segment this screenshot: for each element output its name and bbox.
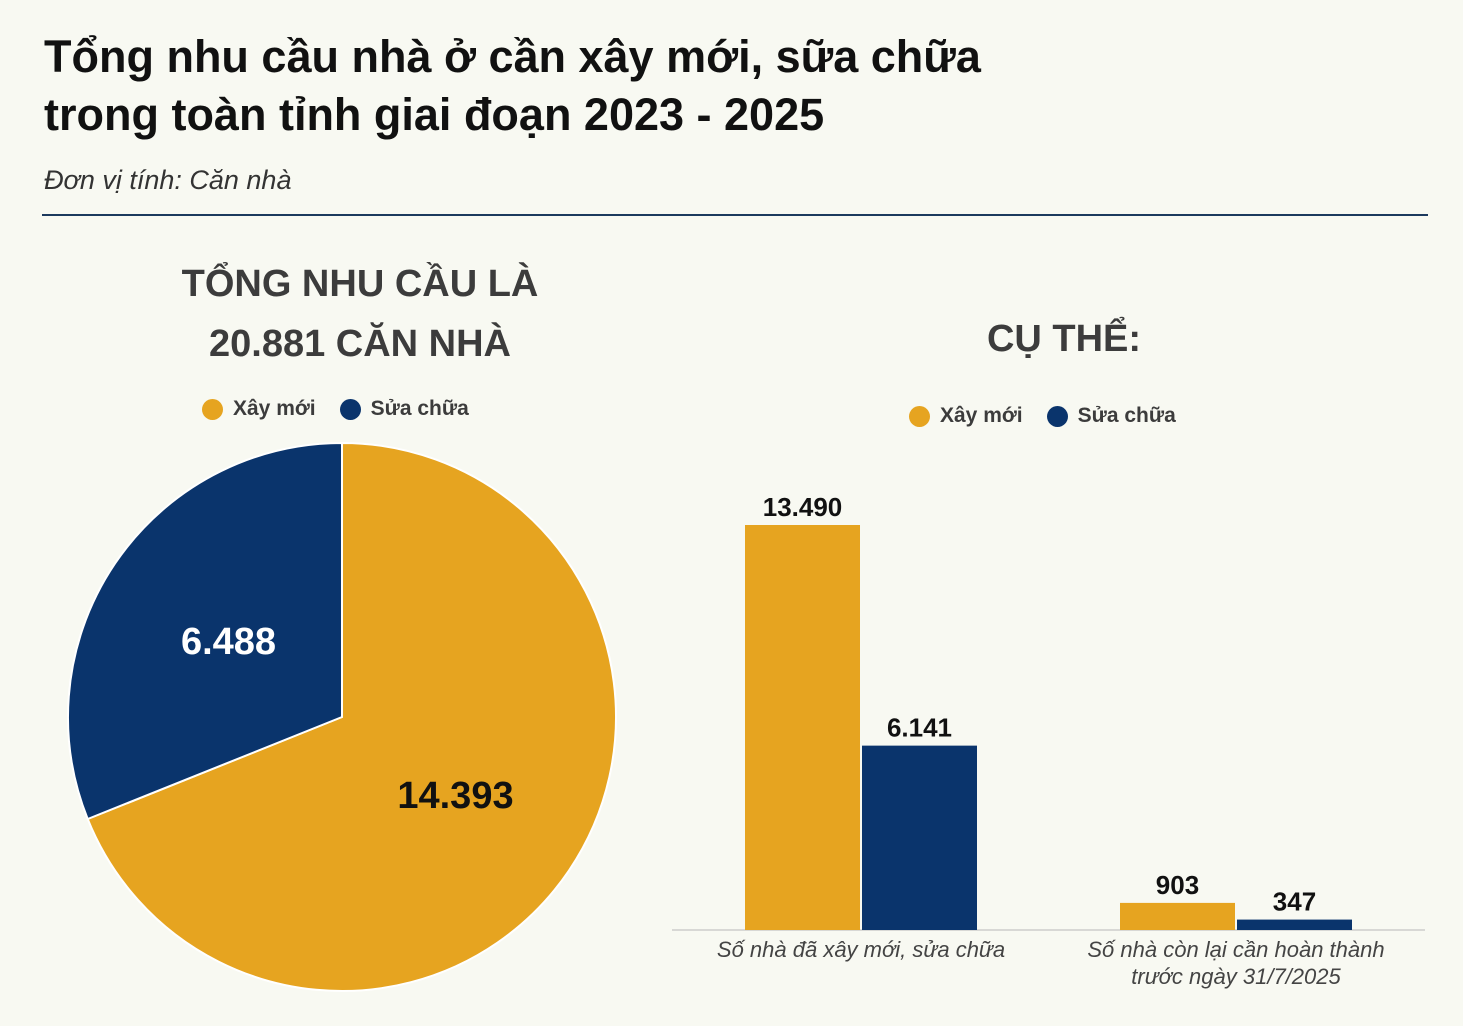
category-label: Số nhà còn lại cần hoàn thành — [1087, 937, 1384, 962]
pie-slice — [67, 441, 343, 821]
bar-value-label: 6.141 — [887, 713, 952, 743]
pie-value-label: 6.488 — [181, 621, 276, 663]
legend-label-xay-moi: Xây mới — [940, 404, 1023, 427]
bar-legend: Xây mới Sửa chữa — [909, 404, 1176, 428]
category-label: Số nhà đã xây mới, sửa chữa — [717, 937, 1005, 962]
pie-legend: Xây mới Sửa chữa — [202, 397, 469, 421]
divider — [42, 214, 1428, 216]
pie-value-label: 14.393 — [397, 775, 513, 817]
bar — [1237, 919, 1352, 930]
legend-swatch-sua-chua — [1046, 405, 1068, 427]
bar — [745, 525, 860, 930]
legend-label-sua-chua: Sửa chữa — [1077, 404, 1176, 427]
category-label: trước ngày 31/7/2025 — [1131, 964, 1341, 989]
bar-value-label: 13.490 — [763, 492, 843, 522]
pie-heading: TỔNG NHU CẦU LÀ 20.881 CĂN NHÀ — [90, 254, 630, 374]
bar-heading: CỤ THỂ: — [986, 318, 1142, 360]
unit-label: Đơn vị tính: Căn nhà — [44, 165, 292, 195]
bar-value-label: 347 — [1273, 887, 1316, 917]
legend-item-xay-moi: Xây mới — [202, 397, 316, 421]
bar — [1120, 902, 1235, 930]
legend-item-xay-moi: Xây mới — [909, 404, 1023, 428]
bar — [862, 745, 977, 930]
bar-value-label: 903 — [1156, 870, 1199, 900]
title-line-2: trong toàn tỉnh giai đoạn 2023 - 2025 — [44, 89, 825, 140]
legend-item-sua-chua: Sửa chữa — [1046, 404, 1176, 428]
pie-heading-line-1: TỔNG NHU CẦU LÀ — [181, 263, 539, 305]
legend-label-xay-moi: Xây mới — [233, 397, 316, 420]
legend-swatch-xay-moi — [202, 398, 223, 420]
title-line-1: Tổng nhu cầu nhà ở cần xây mới, sữa chữa — [44, 31, 981, 82]
pie-slice — [86, 441, 617, 992]
page-title: Tổng nhu cầu nhà ở cần xây mới, sữa chữa… — [44, 28, 1344, 144]
legend-swatch-sua-chua — [339, 398, 361, 420]
legend-label-sua-chua: Sửa chữa — [370, 397, 469, 420]
legend-swatch-xay-moi — [909, 405, 930, 427]
pie-heading-line-2: 20.881 CĂN NHÀ — [209, 323, 511, 365]
legend-item-sua-chua: Sửa chữa — [339, 397, 469, 421]
